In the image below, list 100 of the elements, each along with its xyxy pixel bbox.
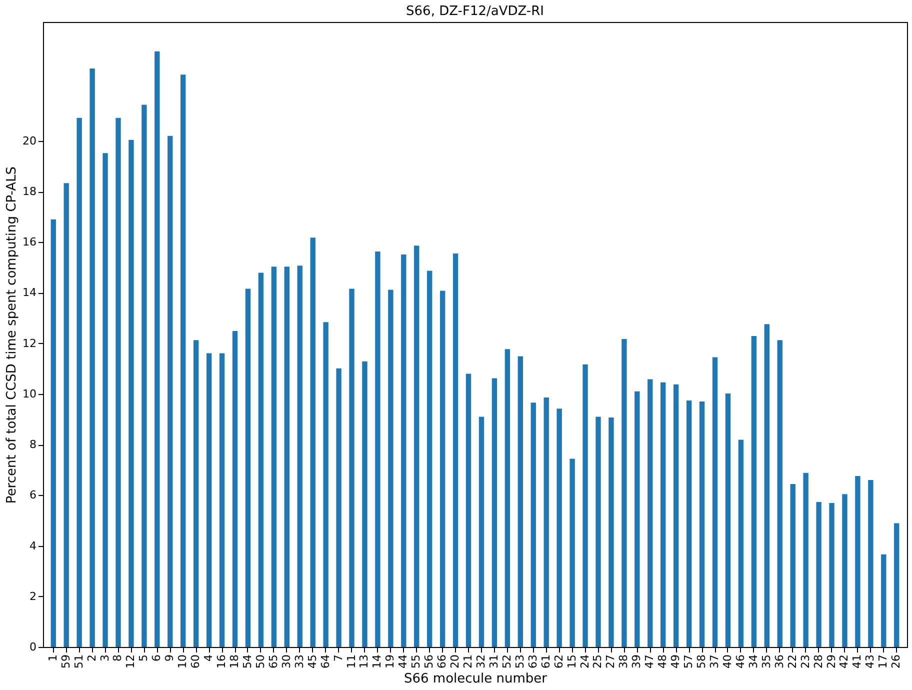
x-tick-label: 57 [682, 654, 696, 668]
x-tick-label: 9 [163, 654, 176, 662]
x-tick-label: 49 [669, 654, 682, 668]
bar [206, 353, 212, 647]
y-tick-label: 2 [30, 590, 36, 603]
bar [544, 398, 549, 647]
x-tick-label: 28 [812, 654, 825, 668]
x-tick-label: 10 [176, 654, 190, 668]
bar [518, 356, 523, 647]
bar [634, 391, 640, 647]
bar [738, 440, 744, 647]
bar [881, 554, 886, 647]
bar [673, 384, 679, 647]
x-tick-label: 2 [85, 654, 98, 662]
bar [102, 153, 108, 647]
x-axis-title: S66 molecule number [404, 671, 548, 686]
bar [193, 340, 199, 647]
x-tick-label: 33 [292, 654, 306, 668]
bar [297, 266, 302, 647]
bar [180, 74, 186, 647]
bar [556, 408, 562, 647]
x-tick-label: 14 [370, 654, 384, 668]
bar [777, 340, 782, 647]
x-tick-label: 53 [513, 654, 526, 668]
bar [388, 290, 394, 647]
x-tick-label: 44 [396, 654, 410, 668]
x-tick-label: 27 [604, 654, 618, 668]
x-tick-label: 16 [215, 654, 228, 668]
x-tick-label: 52 [500, 654, 514, 668]
x-tick-label: 56 [422, 654, 436, 668]
x-tick-label: 3 [98, 654, 112, 662]
x-tick-label: 50 [254, 654, 267, 668]
bar [64, 183, 69, 647]
bar [401, 254, 406, 647]
x-tick-label: 13 [358, 654, 371, 668]
x-tick-label: 65 [266, 654, 280, 668]
x-tick-label: 58 [695, 654, 708, 668]
bar [219, 353, 225, 647]
x-tick-label: 8 [111, 654, 124, 662]
x-tick-label: 12 [124, 654, 138, 668]
x-tick-label: 1 [46, 654, 60, 662]
x-tick-label: 45 [306, 654, 319, 668]
bar [427, 270, 432, 647]
x-tick-label: 55 [410, 654, 423, 668]
x-tick-label: 38 [617, 654, 630, 668]
x-tick-label: 7 [332, 654, 345, 662]
x-tick-label: 19 [384, 654, 397, 668]
bar [842, 494, 848, 647]
bar [751, 336, 757, 647]
y-tick-label: 12 [22, 336, 36, 350]
bar [323, 322, 328, 647]
x-tick-label: 22 [786, 654, 799, 668]
x-tick-label: 54 [240, 654, 254, 668]
y-tick-label: 8 [30, 438, 36, 452]
x-tick-label: 64 [318, 654, 332, 668]
bar [504, 349, 510, 647]
bar [284, 266, 290, 647]
x-tick-label: 29 [824, 654, 838, 668]
bar [816, 502, 822, 647]
bar [686, 400, 692, 647]
bar [478, 416, 484, 647]
bar [271, 266, 277, 647]
x-tick-label: 4 [202, 654, 216, 662]
bar [375, 252, 380, 647]
x-tick-label: 32 [474, 654, 488, 668]
x-tick-label: 21 [462, 654, 475, 668]
bar [582, 364, 588, 647]
y-tick-label: 16 [22, 236, 36, 249]
bar [790, 484, 796, 647]
y-tick-label: 6 [30, 488, 36, 502]
y-axis-title: Percent of total CCSD time spent computing CP-ALS [4, 166, 20, 504]
bar [168, 136, 173, 647]
x-tick-label: 11 [344, 654, 358, 668]
x-tick-label: 60 [189, 654, 202, 668]
x-tick-label: 36 [772, 654, 786, 668]
bar [258, 272, 264, 647]
bar [466, 374, 472, 647]
x-tick-label: 62 [552, 654, 566, 668]
y-tick-label: 0 [30, 640, 36, 654]
x-tick-label: 43 [864, 654, 877, 668]
x-tick-label: 31 [487, 654, 500, 668]
bar [362, 361, 368, 647]
bar [142, 104, 147, 647]
x-tick-label: 63 [526, 654, 540, 668]
y-tick-label: 4 [30, 539, 36, 552]
bar [622, 339, 627, 647]
x-tick-label: 15 [565, 654, 578, 668]
bar [90, 68, 95, 647]
bar [530, 402, 536, 647]
x-tick-label: 46 [734, 654, 747, 668]
x-tick-label: 34 [746, 654, 760, 668]
x-tick-label: 66 [436, 654, 449, 668]
bar [712, 357, 718, 647]
bar [310, 238, 316, 647]
bar [50, 219, 56, 647]
x-tick-label: 18 [228, 654, 241, 668]
bar [245, 288, 251, 647]
x-tick-label: 48 [656, 654, 670, 668]
bar [349, 288, 354, 647]
y-tick-label: 14 [22, 286, 36, 300]
